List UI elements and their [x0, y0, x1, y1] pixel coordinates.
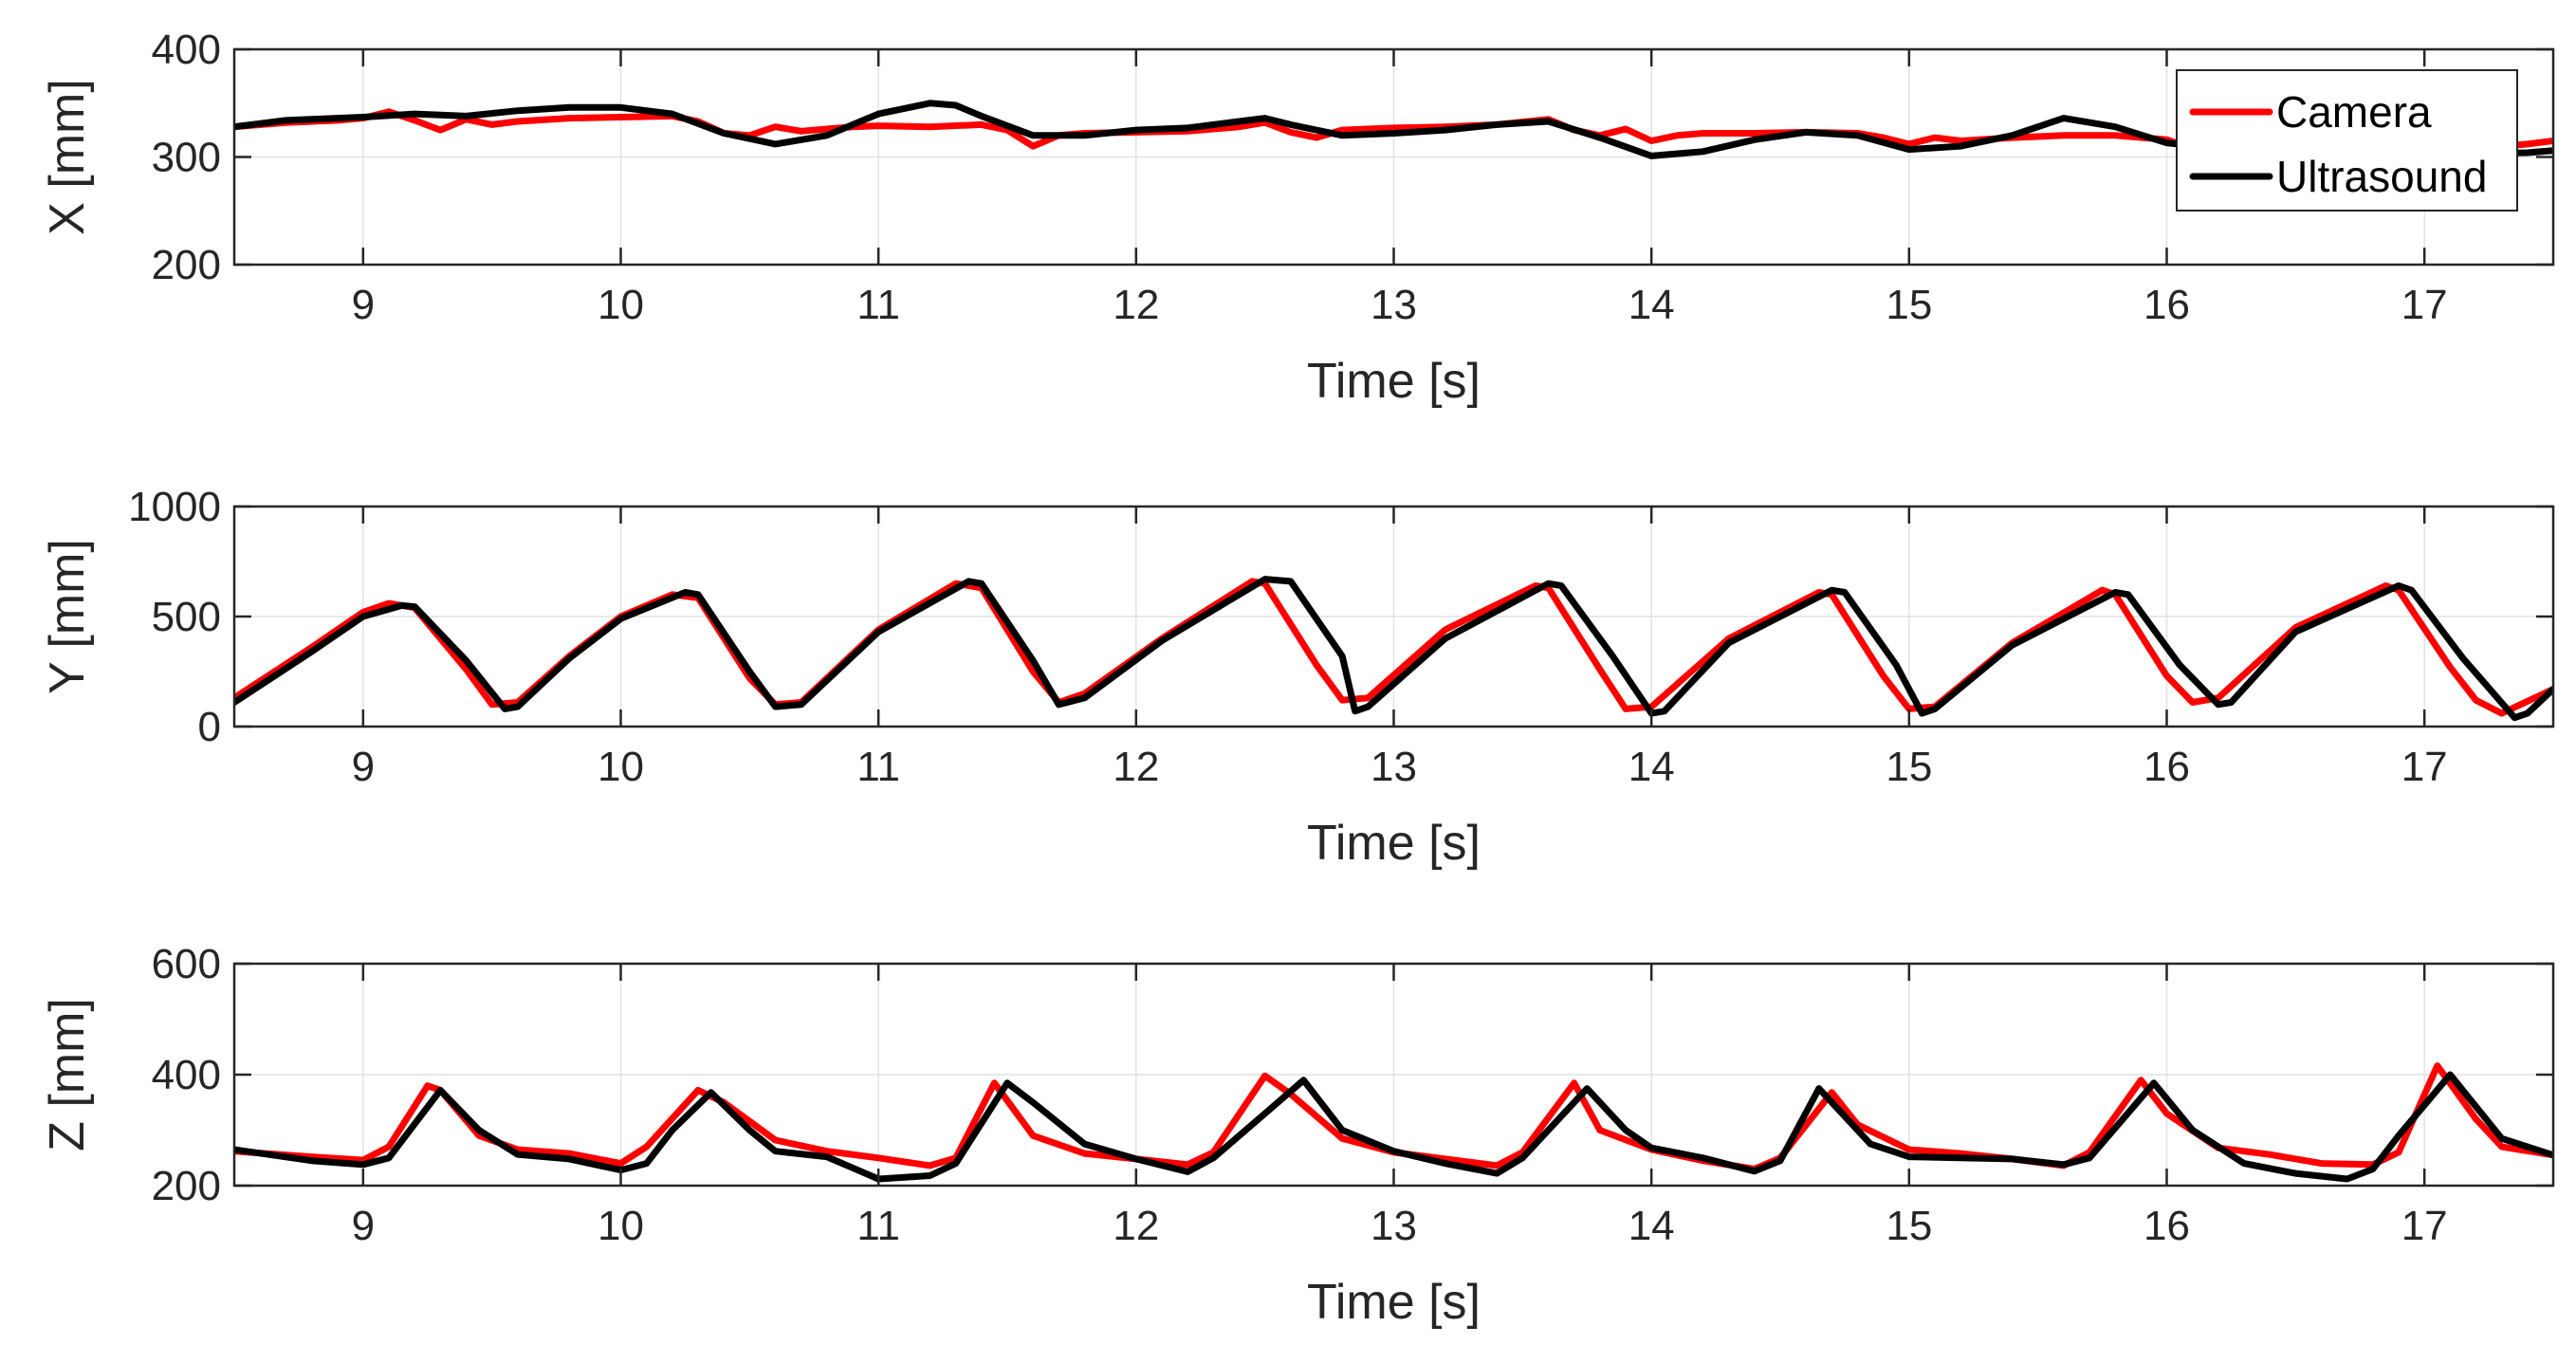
y-axis-label: Z [mm]: [40, 998, 95, 1151]
y-tick-label: 300: [152, 135, 221, 181]
y-axis-label: X [mm]: [40, 79, 95, 235]
x-tick-label: 12: [1113, 282, 1159, 328]
series-group: [234, 1062, 2553, 1183]
legend-box: [2176, 69, 2518, 212]
legend: Camera Ultrasound: [2176, 69, 2518, 212]
x-tick-label: 12: [1113, 1203, 1159, 1249]
x-axis-label: Time [s]: [1307, 1275, 1481, 1330]
x-tick-label: 10: [598, 1203, 644, 1249]
y-tick-label: 600: [152, 941, 221, 987]
y-tick-label: 400: [152, 1052, 221, 1098]
series-line-ultrasound: [234, 100, 2553, 159]
y-tick-label: 0: [198, 704, 221, 750]
legend-camera-label: Camera: [2276, 87, 2432, 137]
series-group: [234, 100, 2553, 172]
x-tick-label: 12: [1113, 744, 1159, 790]
x-tick-label: 11: [856, 1203, 900, 1249]
x-tick-label: 14: [1628, 282, 1675, 328]
series-group: [234, 576, 2553, 722]
x-tick-label: 11: [856, 282, 900, 328]
y-tick-label: 200: [152, 1163, 221, 1209]
x-tick-label: 11: [856, 744, 900, 790]
x-tick-label: 13: [1371, 744, 1417, 790]
x-axis-label: Time [s]: [1307, 816, 1481, 871]
y-tick-label: 200: [152, 242, 221, 288]
x-tick-label: 15: [1886, 744, 1932, 790]
x-tick-label: 16: [2144, 282, 2190, 328]
x-axis-label: Time [s]: [1307, 354, 1481, 409]
x-tick-label: 16: [2144, 744, 2190, 790]
x-tick-label: 14: [1628, 744, 1675, 790]
y-tick-label: 400: [152, 27, 221, 73]
x-tick-label: 16: [2144, 1203, 2190, 1249]
x-tick-label: 10: [598, 282, 644, 328]
y-tick-label: 1000: [128, 484, 221, 530]
x-tick-label: 9: [352, 282, 375, 328]
series-line-ultrasound: [234, 1071, 2553, 1183]
x-tick-label: 17: [2401, 282, 2448, 328]
x-tick-label: 17: [2401, 744, 2448, 790]
x-tick-label: 10: [598, 744, 644, 790]
x-tick-label: 17: [2401, 1203, 2448, 1249]
x-tick-label: 13: [1371, 1203, 1417, 1249]
x-tick-label: 15: [1886, 1203, 1932, 1249]
y-position-subplot: 9 10 11 12 13 14 15 16 17 0 500 1000 Time [s] Y [mm]: [40, 484, 2555, 871]
x-tick-label: 14: [1628, 1203, 1675, 1249]
series-line-ultrasound: [234, 576, 2553, 722]
legend-ultrasound-label: Ultrasound: [2276, 152, 2487, 201]
x-tick-label: 13: [1371, 282, 1417, 328]
x-tick-label: 15: [1886, 282, 1932, 328]
y-axis-label: Y [mm]: [40, 539, 95, 694]
x-position-subplot: 9 10 11 12 13 14 15 16 17 200 300 400 Time [s] X [mm]: [40, 27, 2555, 409]
x-tick-label: 9: [352, 744, 375, 790]
x-tick-label: 9: [352, 1203, 375, 1249]
z-position-subplot: 9 10 11 12 13 14 15 16 17 200 400 600 Time [s] Z [mm]: [40, 941, 2555, 1330]
y-tick-label: 500: [152, 594, 221, 640]
